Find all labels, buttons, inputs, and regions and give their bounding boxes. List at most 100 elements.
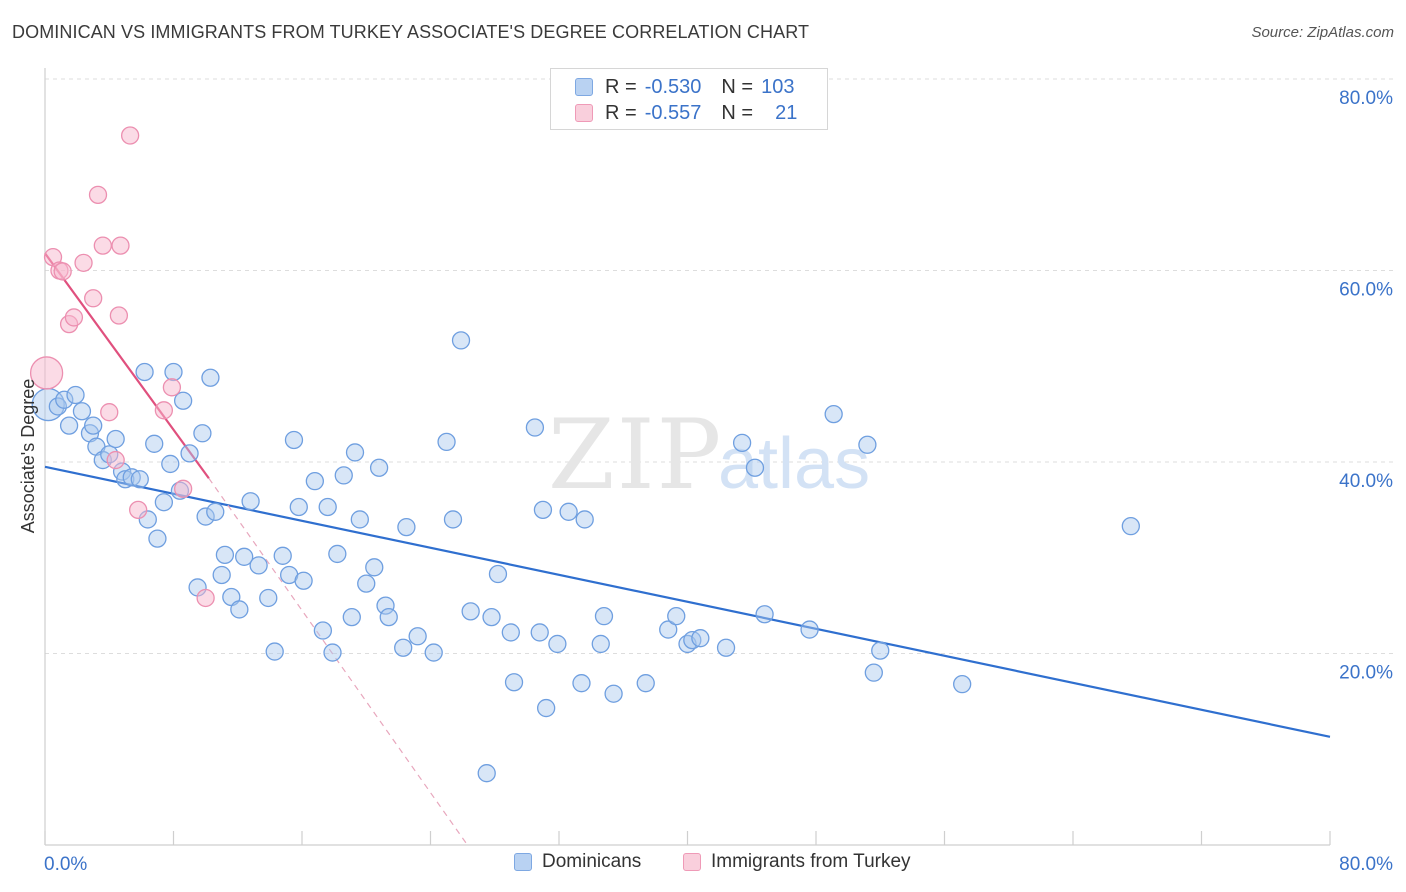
data-point-dominican <box>305 471 325 491</box>
data-point-dominican <box>858 435 877 454</box>
legend-r-label: R = <box>605 75 637 98</box>
data-point-dominican <box>953 674 972 694</box>
legend-swatch-pink <box>575 104 593 122</box>
data-point-dominican <box>716 638 736 657</box>
correlation-legend: R = -0.530 N = 103 R = -0.557 N = 21 <box>550 68 828 130</box>
data-point-dominican <box>443 510 463 529</box>
data-point-dominican <box>116 470 135 489</box>
data-point-dominican <box>345 443 365 462</box>
data-point-turkey <box>196 588 215 608</box>
data-point-dominican <box>323 643 342 662</box>
grid-lines <box>45 78 1393 654</box>
data-point-dominican <box>437 432 456 452</box>
legend-n-label: N = <box>721 75 754 98</box>
data-point-dominican <box>691 629 710 648</box>
data-point-dominican <box>284 430 304 450</box>
data-point-turkey <box>93 236 112 255</box>
data-point-dominican <box>745 458 765 477</box>
data-point-dominican <box>732 433 752 453</box>
data-point-dominican <box>48 397 67 416</box>
data-point-dominican <box>871 641 890 660</box>
data-point-turkey <box>109 306 129 325</box>
data-point-dominican <box>206 502 225 521</box>
data-point-turkey <box>154 401 174 420</box>
legend-r-value: -0.530 <box>644 75 702 98</box>
legend-swatch-blue <box>575 78 593 96</box>
source-label: Source: ZipAtlas.com <box>1251 24 1394 41</box>
data-point-dominican <box>824 404 843 424</box>
data-point-dominican <box>72 402 92 421</box>
legend-r-value: -0.557 <box>644 101 702 124</box>
data-point-turkey <box>120 126 140 145</box>
data-point-dominican <box>667 607 686 626</box>
bottom-legend-dominicans: Dominicans <box>514 851 641 873</box>
data-point-turkey <box>29 356 64 390</box>
data-point-dominican <box>379 607 398 627</box>
data-point-dominican <box>55 390 74 409</box>
data-points <box>29 126 1140 783</box>
bottom-legend-label: Dominicans <box>542 851 642 872</box>
data-point-turkey <box>111 236 130 255</box>
bottom-legend-label: Immigrants from Turkey <box>711 851 911 872</box>
data-point-dominican <box>173 391 193 410</box>
data-point-turkey <box>129 500 148 520</box>
data-point-dominican <box>164 362 183 382</box>
data-point-dominican <box>66 385 85 405</box>
data-point-turkey <box>173 479 193 498</box>
data-point-dominican <box>265 642 284 661</box>
data-point-dominican <box>408 627 427 646</box>
data-point-dominican <box>591 634 610 654</box>
data-point-dominican <box>397 517 416 537</box>
data-point-turkey <box>100 403 119 422</box>
data-point-dominican <box>106 429 125 449</box>
chart-title: DOMINICAN VS IMMIGRANTS FROM TURKEY ASSO… <box>12 22 810 42</box>
data-point-turkey <box>84 289 103 308</box>
data-point-dominican <box>477 764 496 783</box>
data-point-dominican <box>235 547 254 566</box>
data-point-dominican <box>461 602 480 621</box>
data-point-dominican <box>334 466 353 485</box>
legend-n-label: N = <box>721 101 754 124</box>
data-point-dominican <box>636 674 655 693</box>
data-point-dominican <box>201 368 220 387</box>
data-point-turkey <box>64 308 84 327</box>
data-point-dominican <box>273 546 292 565</box>
data-point-dominican <box>294 571 313 590</box>
data-point-dominican <box>357 574 376 593</box>
trend-line-turkey <box>44 252 210 479</box>
data-point-dominican <box>313 621 333 640</box>
data-point-dominican <box>533 500 553 520</box>
data-point-dominican <box>328 544 347 564</box>
data-point-dominican <box>394 638 413 657</box>
data-point-dominican <box>504 673 524 692</box>
data-point-dominican <box>488 564 508 584</box>
bottom-legend-swatch-pink <box>683 853 701 871</box>
data-point-dominican <box>135 362 154 382</box>
legend-n-value: 21 <box>775 101 798 124</box>
data-point-dominican <box>193 424 212 443</box>
data-point-dominican <box>249 556 268 575</box>
data-point-dominican <box>148 529 167 548</box>
data-point-dominican <box>572 674 591 693</box>
data-point-dominican <box>145 434 164 453</box>
data-point-dominican <box>369 458 389 477</box>
data-point-dominican <box>604 684 623 703</box>
data-point-dominican <box>215 545 235 565</box>
legend-r-label: R = <box>605 101 637 124</box>
data-point-dominican <box>864 663 883 682</box>
data-point-turkey <box>53 262 72 281</box>
data-point-dominican <box>318 497 337 517</box>
trend-line-extension-turkey <box>208 477 468 846</box>
data-point-dominican <box>342 607 361 627</box>
data-point-dominican <box>59 416 79 435</box>
data-point-dominican <box>289 497 308 517</box>
data-point-dominican <box>230 600 249 619</box>
data-point-dominican <box>424 643 443 662</box>
data-point-dominican <box>575 510 594 529</box>
legend-row-turkey: R = -0.557 N = 21 <box>575 101 797 125</box>
data-point-turkey <box>74 253 93 272</box>
data-point-dominican <box>548 634 567 654</box>
data-point-turkey <box>88 185 108 205</box>
y-tick-label: 20.0% <box>1339 663 1393 684</box>
